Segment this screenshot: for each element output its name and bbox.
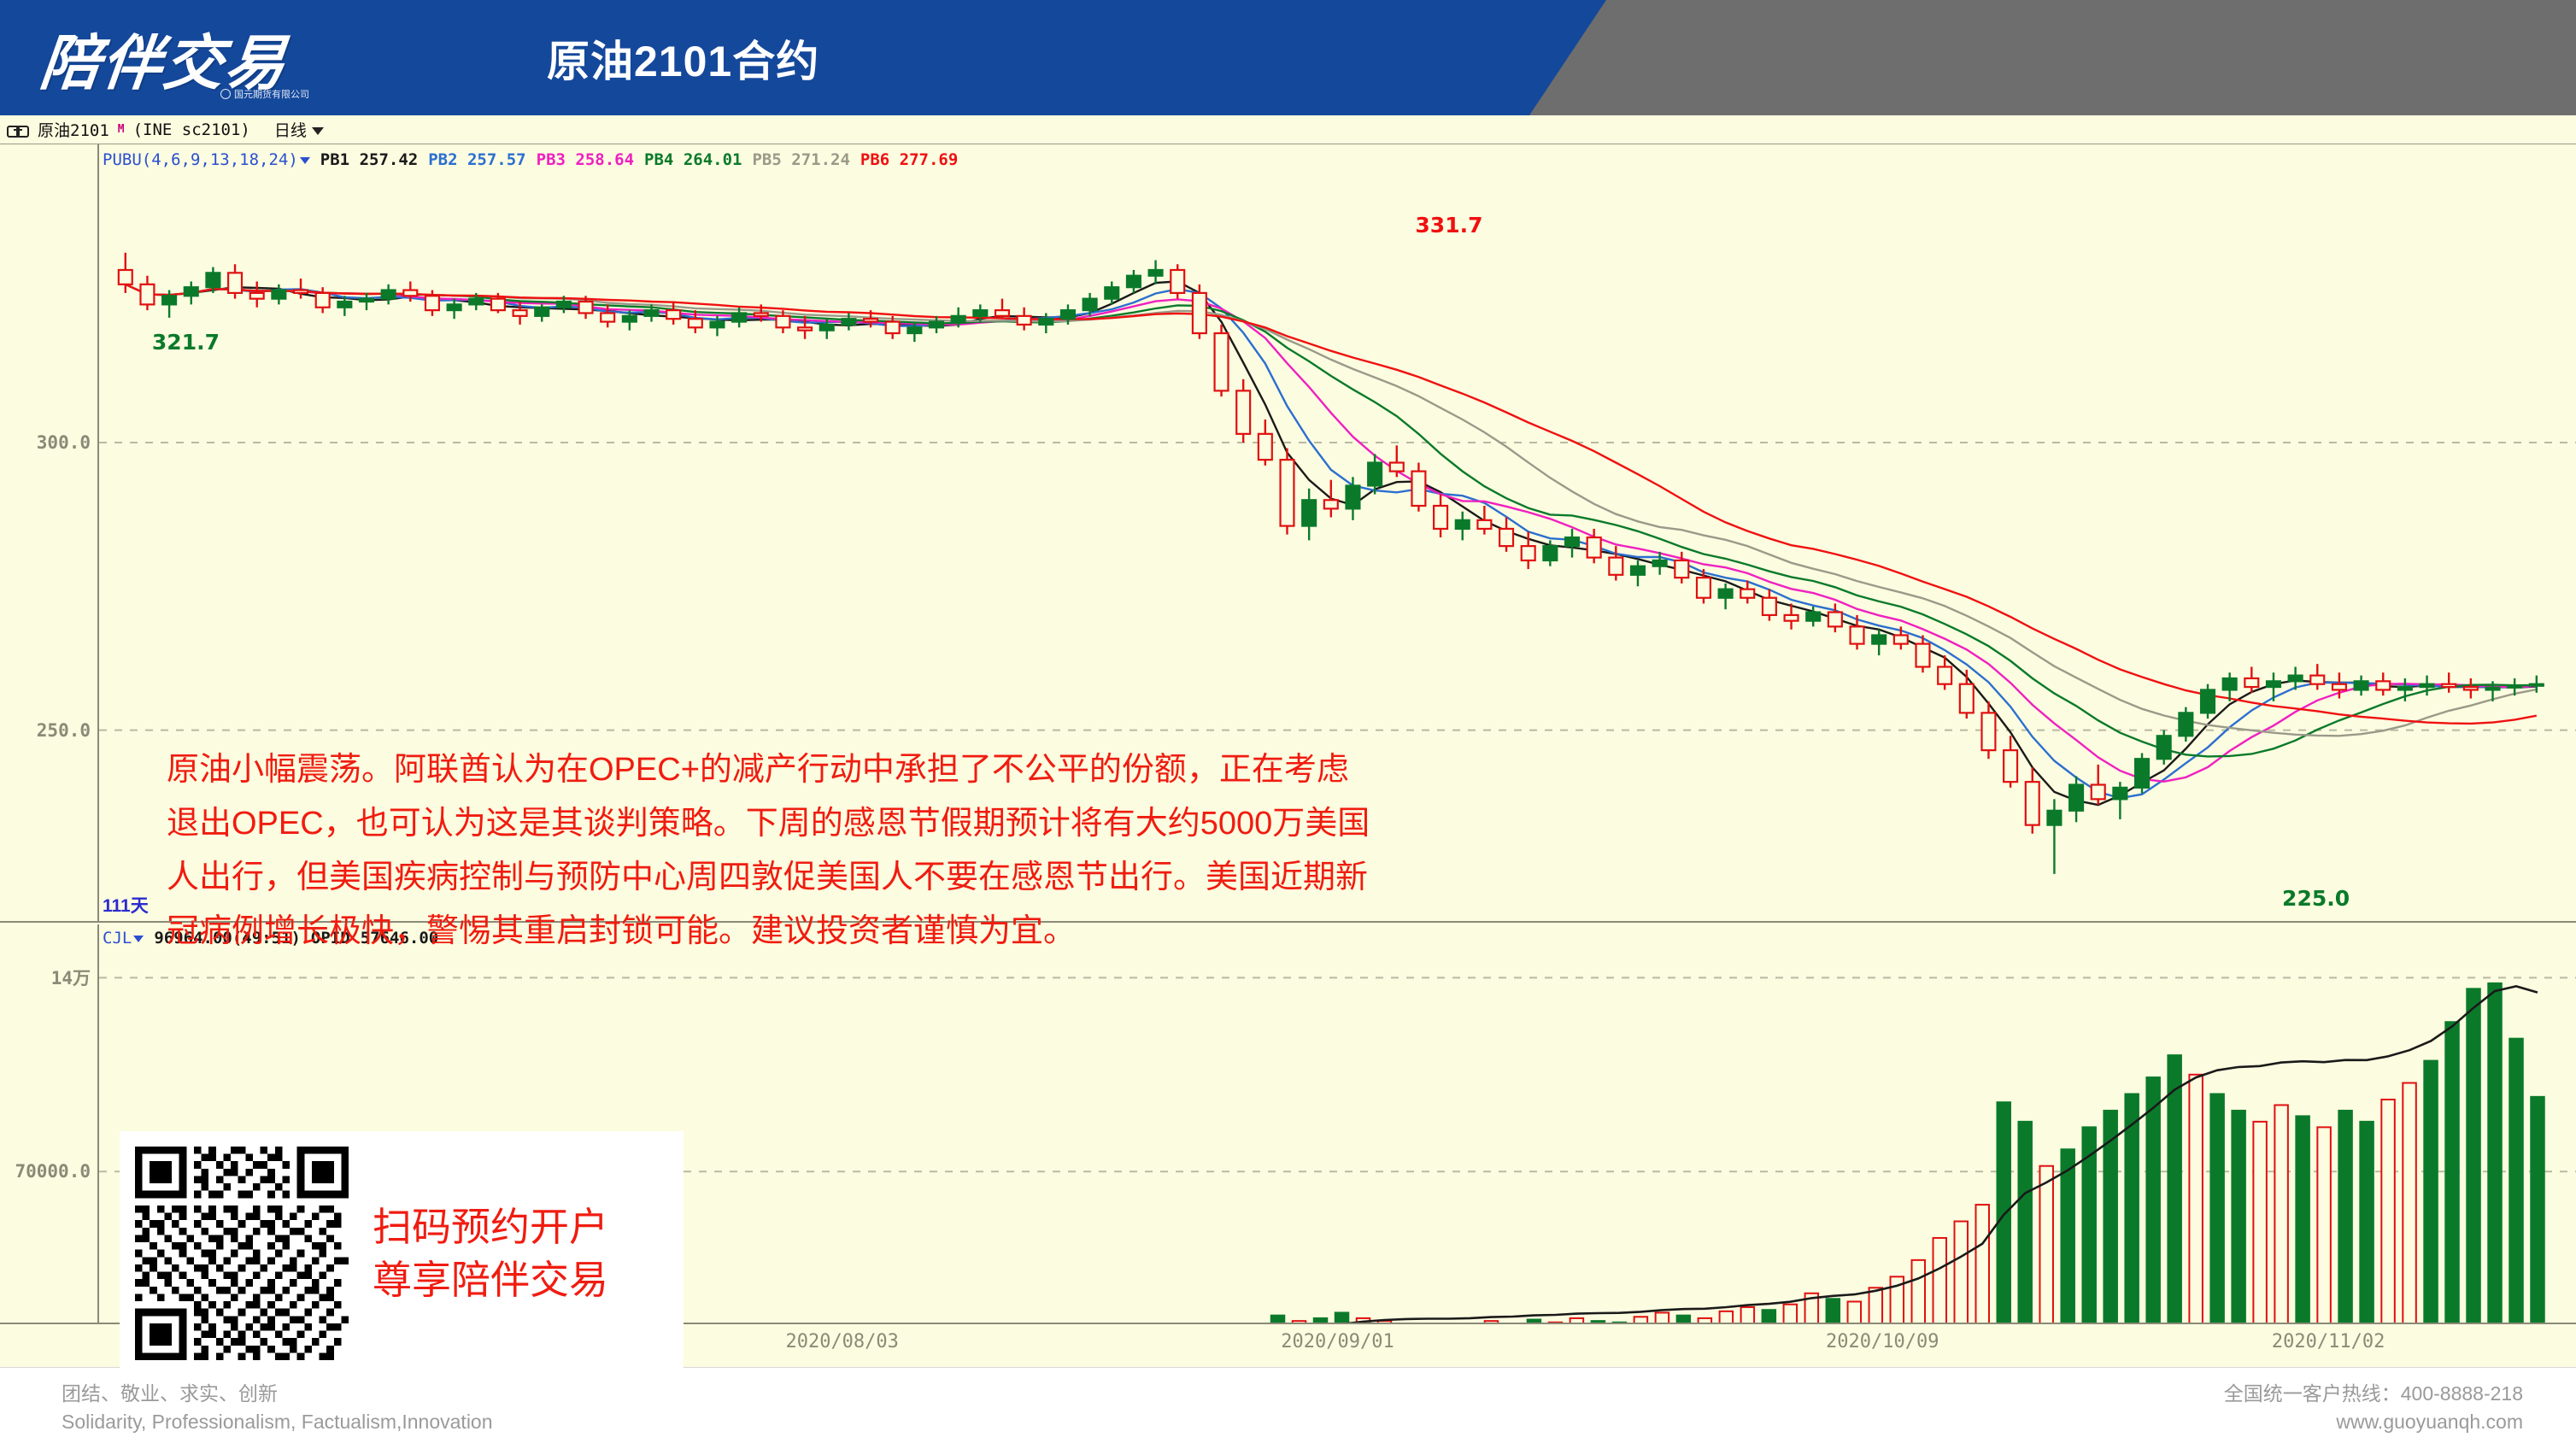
legend-label: PB4	[644, 150, 674, 169]
chart-toolbar: 原油2101 M (INE sc2101) 日线	[0, 115, 2576, 144]
price-axis-tick: 250.0	[36, 719, 91, 741]
price-plot-canvas[interactable]	[99, 144, 2576, 921]
header-blue-band	[0, 0, 1606, 115]
legend-item-pb4: PB4 264.01	[644, 150, 742, 169]
footer-website[interactable]: www.guoyuanqh.com	[2336, 1411, 2523, 1433]
date-axis-tick: 2020/09/01	[1281, 1331, 1394, 1352]
link-icon[interactable]	[7, 124, 29, 138]
brand-logo-subtitle: 国元期货有限公司	[220, 87, 309, 101]
page-footer: 团结、敬业、求实、创新 Solidarity, Professionalism,…	[0, 1367, 2576, 1449]
page-title: 原油2101合约	[547, 37, 820, 85]
promo-line-2: 尊享陪伴交易	[373, 1257, 608, 1302]
volume-indicator-selector[interactable]: CJL	[103, 929, 144, 947]
legend-item-pb1: PB1 257.42	[320, 150, 418, 169]
page-header: 陪伴交易 国元期货有限公司 原油2101合约	[0, 0, 2576, 115]
chevron-down-icon	[133, 935, 144, 942]
legend-label: PB1	[320, 150, 350, 169]
promo-line-1: 扫码预约开户	[373, 1204, 608, 1249]
indicator-selector[interactable]: PUBU(4,6,9,13,18,24)	[103, 150, 310, 169]
legend-value: 277.69	[899, 150, 959, 169]
legend-label: PB3	[536, 150, 566, 169]
footer-slogan: 团结、敬业、求实、创新 Solidarity, Professionalism,…	[62, 1380, 493, 1436]
legend-label: PB6	[860, 150, 890, 169]
commentary-line-4: 冠病例增长极快，警惕其重启封锁可能。建议投资者谨慎为宜。	[167, 913, 1077, 949]
footer-hotline: 全国统一客户热线：400-8888-218	[2223, 1382, 2523, 1405]
circle-logo-icon	[220, 89, 231, 99]
price-extreme-label: 321.7	[151, 329, 220, 355]
legend-value: 258.64	[575, 150, 635, 169]
exchange-code: (INE sc2101)	[132, 120, 250, 139]
volume-axis-tick: 70000.0	[15, 1161, 91, 1182]
legend-value: 257.42	[359, 150, 419, 169]
price-extreme-label: 331.7	[1415, 212, 1483, 238]
legend-value: 264.01	[683, 150, 742, 169]
price-axis-line	[97, 144, 99, 921]
days-marker: 111天	[103, 896, 149, 916]
brand-logo-company: 国元期货有限公司	[234, 90, 309, 100]
footer-contact: 全国统一客户热线：400-8888-218 www.guoyuanqh.com	[2224, 1380, 2523, 1436]
symbol-main-badge: M	[117, 123, 125, 136]
legend-item-pb2: PB2 257.57	[428, 150, 525, 169]
promo-qr-block: 扫码预约开户 尊享陪伴交易	[120, 1131, 684, 1375]
date-axis-tick: 2020/11/02	[2271, 1331, 2385, 1352]
chevron-down-icon	[311, 127, 324, 135]
header-grey-band	[1606, 0, 2576, 115]
promo-text: 扫码预约开户 尊享陪伴交易	[373, 1200, 608, 1306]
footer-slogan-en: Solidarity, Professionalism, Factualism,…	[62, 1411, 493, 1433]
commentary-line-2: 退出OPEC，也可认为这是其谈判策略。下周的感恩节假期预计将有大约5000万美国	[167, 806, 1370, 842]
footer-slogan-cn: 团结、敬业、求实、创新	[62, 1382, 278, 1405]
symbol-name[interactable]: 原油2101	[38, 121, 109, 140]
brand-logo: 陪伴交易 国元期货有限公司	[37, 7, 374, 109]
opid-value: 57646.00	[360, 929, 439, 947]
opid-label: OPID	[310, 929, 350, 947]
indicator-name: PUBU(4,6,9,13,18,24)	[103, 150, 298, 169]
volume-value: 96964.00(49:51)	[154, 929, 301, 947]
legend-value: 257.57	[466, 150, 526, 169]
price-extreme-label: 225.0	[2282, 885, 2350, 911]
legend-item-pb3: PB3 258.64	[537, 150, 634, 169]
chart-area: PUBU(4,6,9,13,18,24) PB1 257.42 PB2 257.…	[0, 144, 2576, 1375]
commentary-line-1: 原油小幅震荡。阿联酋认为在OPEC+的减产行动中承担了不公平的份额，正在考虑	[167, 752, 1349, 788]
legend-item-pb6: PB6 277.69	[860, 150, 958, 169]
volume-axis-line	[97, 924, 99, 1367]
qr-code-icon	[135, 1146, 349, 1360]
volume-axis-tick: 14万	[50, 968, 91, 989]
price-axis-tick: 300.0	[36, 431, 91, 453]
volume-indicator-legend: CJL 96964.00(49:51) OPID 57646.00	[103, 926, 438, 950]
legend-label: PB2	[428, 150, 458, 169]
market-commentary: 原油小幅震荡。阿联酋认为在OPEC+的减产行动中承担了不公平的份额，正在考虑 退…	[167, 747, 1790, 962]
volume-indicator-name: CJL	[103, 929, 132, 947]
chevron-down-icon	[299, 156, 310, 164]
price-pane: PUBU(4,6,9,13,18,24) PB1 257.42 PB2 257.…	[0, 144, 2576, 923]
period-selector[interactable]: 日线	[274, 118, 324, 141]
commentary-line-3: 人出行，但美国疾病控制与预防中心周四敦促美国人不要在感恩节出行。美国近期新	[167, 859, 1369, 895]
legend-item-pb5: PB5 271.24	[752, 150, 849, 169]
date-axis-tick: 2020/08/03	[785, 1331, 899, 1352]
legend-value: 271.24	[791, 150, 850, 169]
legend-label: PB5	[752, 150, 782, 169]
date-axis-tick: 2020/10/09	[1826, 1331, 1939, 1352]
period-label: 日线	[273, 121, 307, 140]
price-indicator-legend: PUBU(4,6,9,13,18,24) PB1 257.42 PB2 257.…	[103, 148, 958, 172]
